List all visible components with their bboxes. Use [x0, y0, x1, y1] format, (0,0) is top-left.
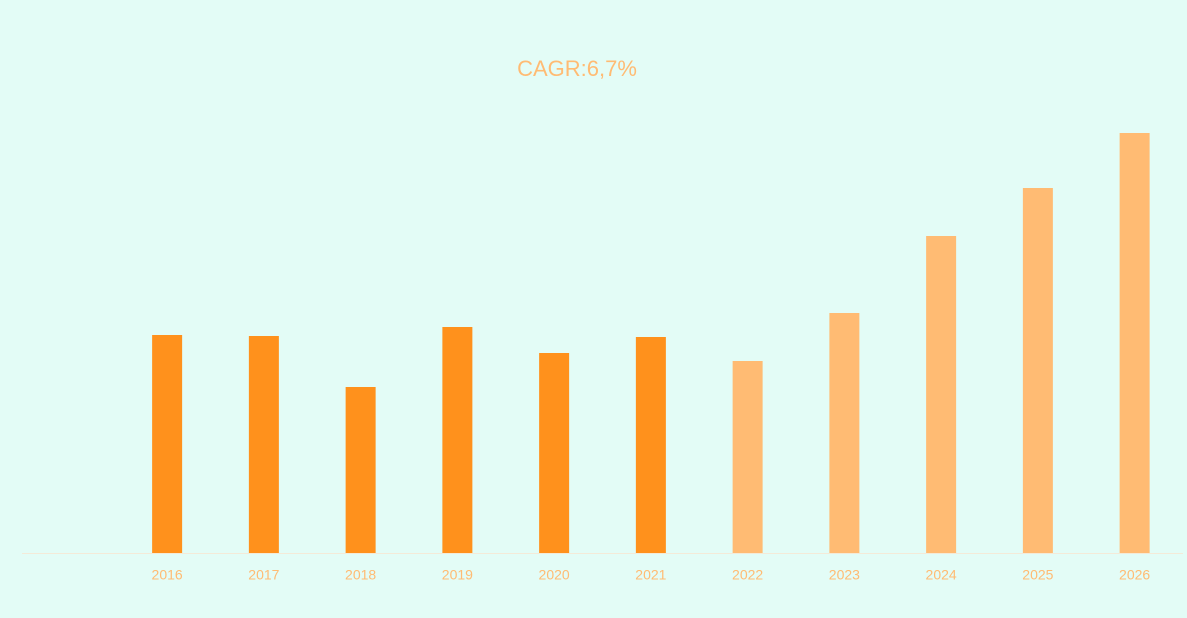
x-tick-label: 2021 — [635, 567, 666, 583]
x-tick-label: 2022 — [732, 567, 763, 583]
bar — [248, 336, 279, 553]
bar — [539, 353, 570, 553]
bar — [442, 327, 473, 553]
x-tick-label: 2026 — [1119, 567, 1150, 583]
x-tick-label: 2025 — [1022, 567, 1053, 583]
x-tick-label: 2019 — [442, 567, 473, 583]
bar — [829, 313, 860, 553]
bar — [345, 387, 376, 553]
bar — [1022, 188, 1053, 553]
x-tick-label: 2017 — [248, 567, 279, 583]
bar — [732, 361, 763, 553]
bar — [926, 236, 957, 553]
bar — [1119, 133, 1150, 553]
x-tick-label: 2020 — [539, 567, 570, 583]
chart-title: CAGR:6,7% — [517, 56, 637, 81]
x-tick-label: 2018 — [345, 567, 376, 583]
x-tick-label: 2023 — [829, 567, 860, 583]
x-tick-label: 2016 — [152, 567, 183, 583]
bar — [635, 337, 666, 553]
bar — [152, 335, 183, 553]
x-tick-label: 2024 — [926, 567, 957, 583]
